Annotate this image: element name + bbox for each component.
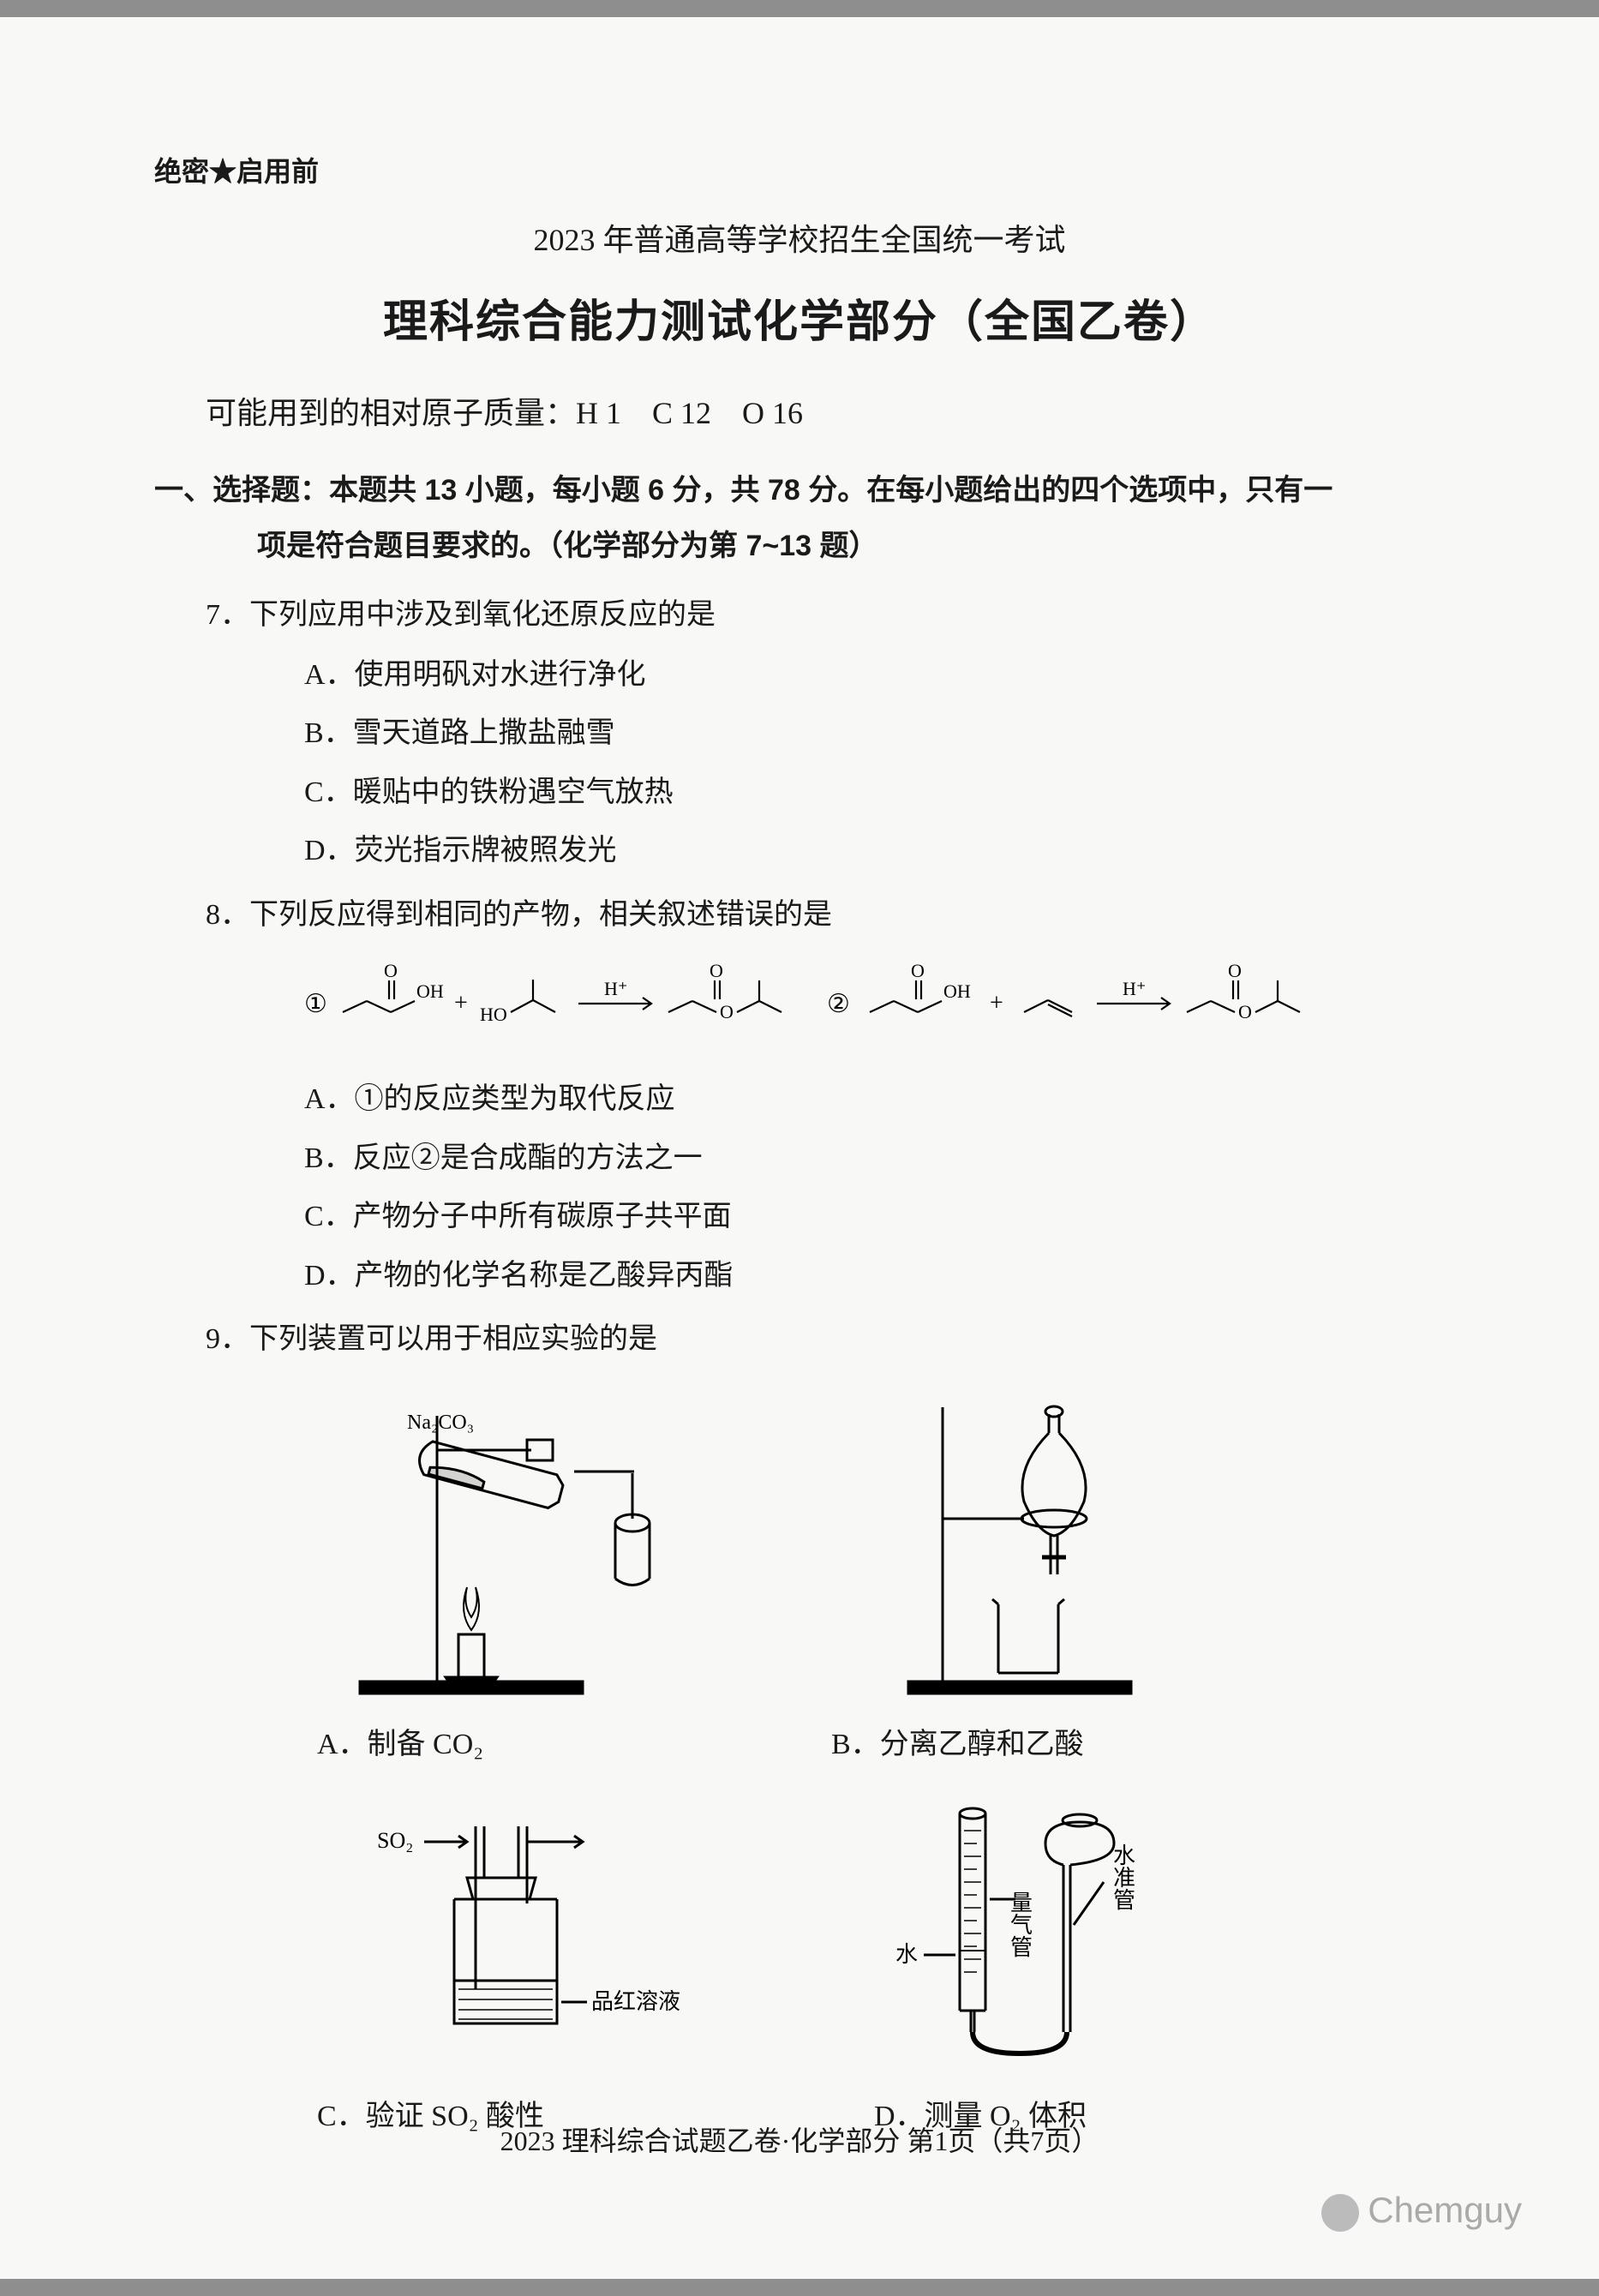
- svg-text:Na₂CO₃: Na₂CO₃: [407, 1412, 474, 1434]
- q8-D: D．产物的化学名称是乙酸异丙酯: [304, 1253, 1445, 1299]
- svg-text:O: O: [384, 961, 398, 981]
- q9-stem: 9．下列装置可以用于相应实验的是: [206, 1315, 1445, 1364]
- svg-text:H⁺: H⁺: [604, 978, 628, 999]
- page-title: 理科综合能力测试化学部分（全国乙卷）: [154, 285, 1445, 350]
- svg-text:OH: OH: [416, 980, 444, 1002]
- section-1-heading: 一、选择题：本题共 13 小题，每小题 6 分，共 78 分。在每小题给出的四个…: [154, 463, 1445, 573]
- q8-reaction-diagram: ① O OH + HO: [304, 961, 1445, 1055]
- q7-A: A．使用明矾对水进行净化: [304, 652, 1445, 698]
- q7-B: B．雪天道路上撒盐融雪: [304, 710, 1445, 757]
- q9-A-label: A．制备 CO₂: [266, 1720, 746, 1762]
- svg-text:O: O: [710, 961, 723, 981]
- q9-A-cell: Na₂CO₃: [266, 1390, 746, 1762]
- svg-text:+: +: [990, 990, 1003, 1016]
- q7-D: D．荧光指示牌被照发光: [304, 828, 1445, 874]
- circ1: ①: [304, 990, 327, 1018]
- section-line1: 一、选择题：本题共 13 小题，每小题 6 分，共 78 分。在每小题给出的四个…: [154, 474, 1332, 507]
- q9-D-cell: 水 量气管 水准管 D．测量 O₂ 体积: [780, 1788, 1260, 2134]
- q9-B-diagram: [780, 1390, 1260, 1707]
- q9-row1: Na₂CO₃: [266, 1390, 1445, 1762]
- q9-B-label: B．分离乙醇和乙酸: [780, 1720, 1260, 1762]
- watermark-text: Chemguy: [1368, 2190, 1522, 2230]
- q9-A-diagram: Na₂CO₃: [266, 1390, 746, 1707]
- q7-C: C．暖贴中的铁粉遇空气放热: [304, 770, 1445, 816]
- svg-text:OH: OH: [943, 980, 971, 1002]
- q8-B: B．反应②是合成酯的方法之一: [304, 1136, 1445, 1182]
- wechat-icon: [1321, 2194, 1359, 2232]
- svg-text:品红溶液: 品红溶液: [591, 1989, 680, 2014]
- svg-text:水: 水: [895, 1942, 918, 1967]
- svg-text:量气管: 量气管: [1008, 1891, 1033, 1957]
- atomic-masses: 可能用到的相对原子质量：H 1 C 12 O 16: [206, 388, 1445, 433]
- exam-page: 绝密★启用前 2023 年普通高等学校招生全国统一考试 理科综合能力测试化学部分…: [0, 17, 1599, 2279]
- q8-C: C．产物分子中所有碳原子共平面: [304, 1194, 1445, 1240]
- q9-C-cell: SO₂: [266, 1788, 746, 2134]
- exam-year-line: 2023 年普通高等学校招生全国统一考试: [154, 215, 1445, 260]
- circ2: ②: [827, 990, 850, 1018]
- q9-B-cell: B．分离乙醇和乙酸: [780, 1390, 1260, 1762]
- q9-row2: SO₂: [266, 1788, 1445, 2134]
- watermark: Chemguy: [1321, 2190, 1522, 2232]
- q9-C-diagram: SO₂: [266, 1788, 746, 2079]
- q9-D-diagram: 水 量气管 水准管: [780, 1788, 1260, 2079]
- svg-text:SO₂: SO₂: [377, 1828, 413, 1853]
- svg-text:O: O: [911, 961, 925, 981]
- svg-text:O: O: [720, 1001, 734, 1022]
- svg-text:O: O: [1228, 961, 1242, 981]
- section-line2: 项是符合题目要求的。（化学部分为第 7~13 题）: [257, 530, 877, 562]
- q8-A: A．①的反应类型为取代反应: [304, 1076, 1445, 1123]
- svg-text:O: O: [1238, 1001, 1252, 1022]
- confidential-mark: 绝密★启用前: [154, 150, 1445, 189]
- svg-text:H⁺: H⁺: [1123, 978, 1147, 999]
- reaction-svg: ① O OH + HO: [304, 961, 1418, 1055]
- svg-text:HO: HO: [480, 1004, 507, 1025]
- q7-stem: 7．下列应用中涉及到氧化还原反应的是: [206, 590, 1445, 640]
- q8-stem: 8．下列反应得到相同的产物，相关叙述错误的是: [206, 890, 1445, 940]
- svg-text:+: +: [454, 990, 468, 1016]
- page-footer: 2023 理科综合试题乙卷·化学部分 第1页（共7页）: [0, 2119, 1599, 2159]
- svg-text:水准管: 水准管: [1111, 1843, 1135, 1910]
